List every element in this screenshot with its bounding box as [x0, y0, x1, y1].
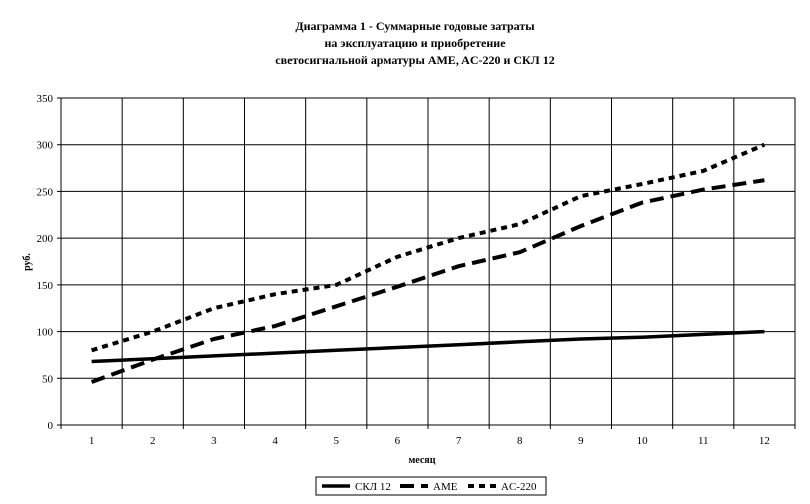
legend-box [315, 476, 547, 496]
x-axis-label: месяц [409, 455, 436, 466]
y-tick-label: 0 [48, 420, 54, 432]
x-tick-label: 10 [637, 435, 649, 447]
chart-title: Диаграмма 1 - Суммарные годовые затраты … [275, 19, 554, 67]
x-tick-label: 7 [456, 435, 462, 447]
x-tick-label: 1 [89, 435, 95, 447]
x-tick-label: 11 [698, 435, 709, 447]
x-tick-label: 5 [334, 435, 340, 447]
legend: СКЛ 12 AME AC-220 [315, 476, 547, 496]
title-line-1: Диаграмма 1 - Суммарные годовые затраты [295, 19, 535, 33]
x-tick-label: 4 [272, 435, 278, 447]
legend-label-3: AC-220 [501, 481, 537, 493]
legend-label-1: СКЛ 12 [355, 481, 391, 493]
y-tick-label: 200 [37, 233, 54, 245]
y-tick-label: 100 [37, 327, 54, 339]
x-tick-label: 9 [578, 435, 584, 447]
x-tick-label: 8 [517, 435, 523, 447]
x-tick-label: 6 [395, 435, 401, 447]
y-tick-label: 350 [37, 93, 54, 105]
title-line-2: на эксплуатацию и приобретение [324, 36, 506, 50]
y-tick-label: 50 [42, 373, 54, 385]
y-axis-label: руб. [22, 253, 33, 271]
x-axis-ticks: 1 2 3 4 5 6 7 8 9 10 11 12 [89, 435, 770, 447]
y-axis-ticks: 0 50 100 150 200 250 300 350 [37, 93, 61, 432]
plot-grid [60, 97, 796, 429]
y-tick-label: 150 [37, 280, 54, 292]
x-tick-label: 3 [211, 435, 217, 447]
y-tick-label: 300 [37, 140, 54, 152]
x-tick-label: 2 [150, 435, 156, 447]
y-tick-label: 250 [37, 186, 54, 198]
series-line-3 [91, 142, 766, 353]
series-line-1 [91, 329, 765, 364]
title-line-3: светосигнальной арматуры AME, AC-220 и С… [275, 53, 554, 67]
x-tick-label: 12 [759, 435, 770, 447]
series-line-2 [90, 178, 765, 384]
legend-label-2: AME [433, 481, 458, 493]
series-lines [90, 142, 766, 384]
